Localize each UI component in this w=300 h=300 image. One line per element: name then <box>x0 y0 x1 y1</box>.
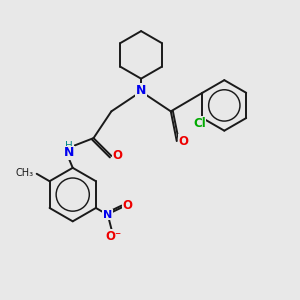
Text: N: N <box>103 210 112 220</box>
Text: N: N <box>136 84 146 97</box>
Text: O: O <box>123 199 133 212</box>
Text: O⁻: O⁻ <box>105 230 122 243</box>
Text: O: O <box>178 135 188 148</box>
Text: N: N <box>64 146 74 160</box>
Text: H: H <box>65 141 73 152</box>
Text: CH₃: CH₃ <box>16 168 34 178</box>
Text: Cl: Cl <box>193 117 206 130</box>
Text: O: O <box>112 149 122 162</box>
